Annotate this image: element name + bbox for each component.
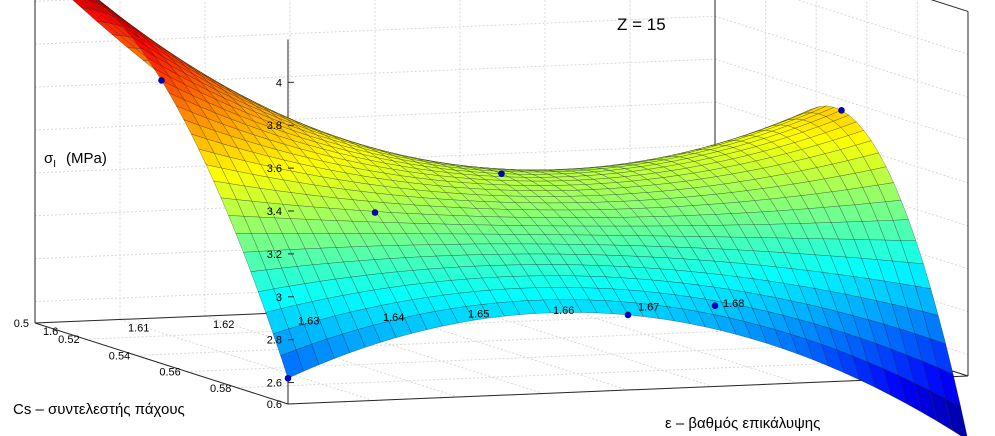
x-tick-label-1: 1.61 — [128, 323, 149, 335]
sidewall-gridline-z-6 — [714, 15, 969, 98]
z-axis-label-main: σ — [44, 150, 54, 167]
sidewall-gridline-z-5 — [714, 58, 969, 141]
floor-gridline-x-5 — [459, 305, 714, 387]
y-tick-label-2: 0.54 — [109, 350, 130, 362]
backwall-gridline-z-5 — [34, 58, 716, 88]
box-edge-2 — [34, 322, 289, 405]
tick-layer: 2.6 2.8 3 3.2 3.4 3.6 3.8 4 1.6 1.61 1.62 1.63 1.64 1… — [14, 77, 745, 411]
z-tick-label-2: 3 — [276, 292, 282, 304]
z-axis-label-unit: (MPa) — [66, 150, 107, 167]
y-axis-label: Cs – συντελεστής πάχους — [13, 401, 185, 418]
box-edge-3 — [287, 375, 969, 405]
x-tick-label-3: 1.63 — [298, 316, 319, 328]
floor-gridline-y-2 — [136, 326, 817, 356]
data-point-layer — [158, 77, 845, 382]
data-point-2-0 — [284, 374, 292, 382]
z-tick-label-5: 3.6 — [267, 163, 282, 175]
surface-cell-33-0 — [280, 349, 304, 379]
x-tick-label-0: 1.6 — [43, 326, 58, 338]
z-annotation: Z = 15 — [617, 15, 666, 34]
x-tick-label-7: 1.67 — [638, 302, 659, 314]
x-tick-label-6: 1.66 — [553, 305, 574, 317]
x-tick-label-4: 1.64 — [383, 312, 404, 324]
y-tick-label-4: 0.58 — [210, 383, 231, 395]
z-tick-label-0: 2.6 — [267, 378, 282, 390]
z-tick-label-4: 3.4 — [267, 206, 282, 218]
y-tick-label-0: 0.5 — [14, 318, 29, 330]
z-axis-label-sub: I — [53, 159, 56, 170]
data-point-2-1 — [624, 311, 632, 319]
y-tick-label-1: 0.52 — [58, 334, 79, 346]
data-point-0-1 — [371, 209, 379, 216]
box-edge-8 — [930, 0, 969, 12]
z-tick-label-3: 3.2 — [267, 249, 282, 261]
z-axis-label: σI (MPa) — [44, 150, 107, 170]
data-point-1-1 — [498, 170, 505, 177]
x-axis-label: ε – βαθμός επικάλυψης — [665, 415, 820, 432]
z-tick-label-7: 4 — [276, 77, 282, 89]
y-tick-label-5: 0.6 — [267, 399, 282, 411]
data-point-1-2 — [838, 107, 845, 114]
surface-layer — [72, 0, 968, 436]
floor-gridline-x-1 — [119, 319, 374, 401]
data-point-1-0 — [158, 77, 165, 84]
z-tick-label-1: 2.8 — [267, 335, 282, 347]
floor-gridline-y-4 — [237, 359, 918, 389]
y-tick-label-3: 0.56 — [159, 367, 180, 379]
floor-gridline-x-6 — [544, 301, 799, 384]
x-tick-label-2: 1.62 — [213, 319, 234, 331]
sidewall-gridline-z-7 — [796, 0, 969, 55]
x-tick-label-5: 1.65 — [468, 309, 489, 321]
x-tick-label-8: 1.68 — [723, 298, 744, 310]
z-tick-label-6: 3.8 — [267, 120, 282, 132]
data-point-0-2 — [711, 302, 719, 310]
